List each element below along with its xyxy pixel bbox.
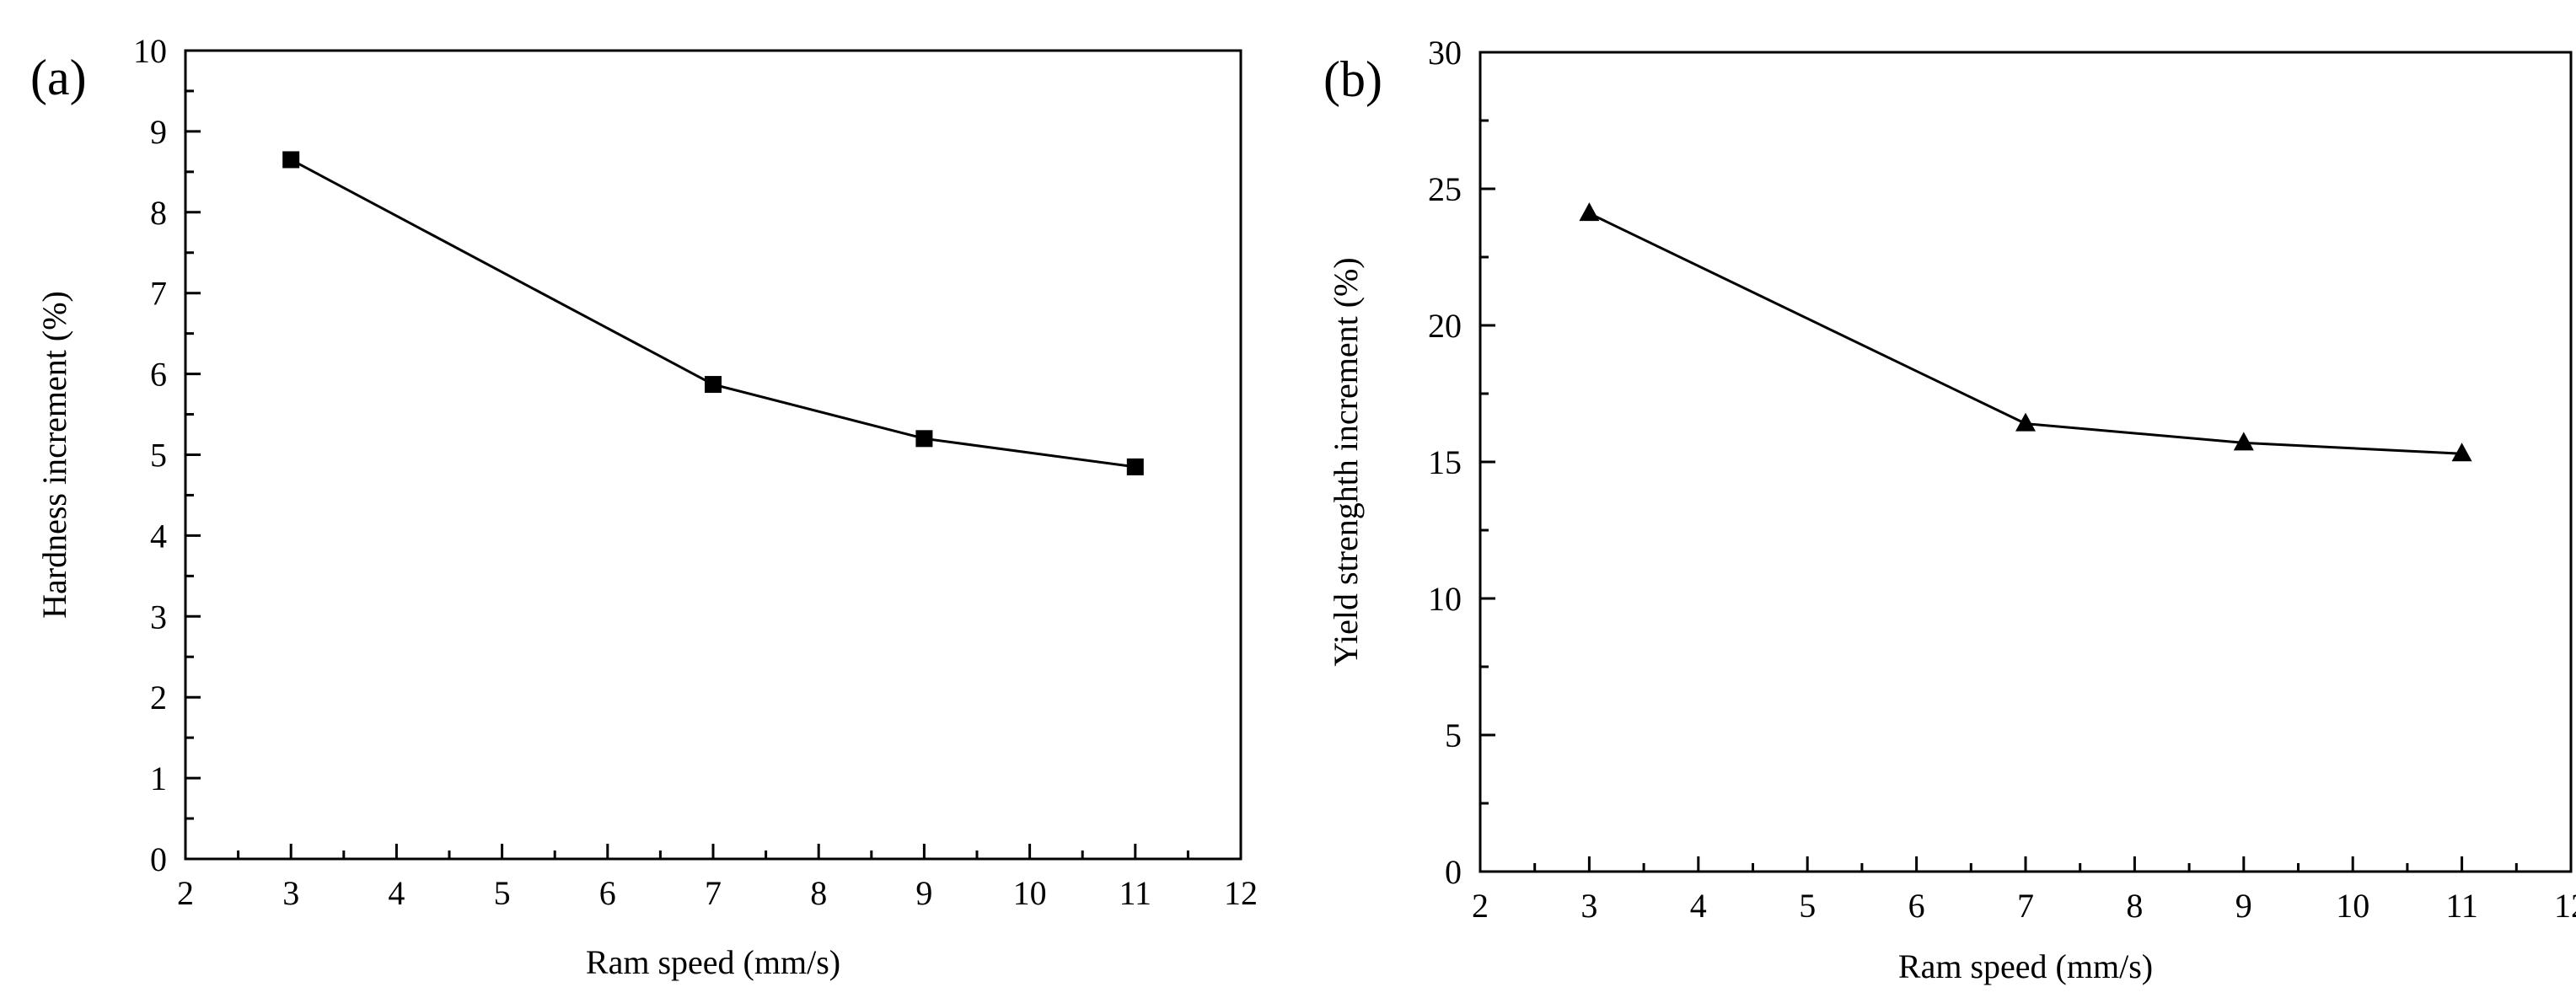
plot-frame [1479,51,2573,873]
x-tick-label: 10 [1013,874,1047,912]
panel-label: (a) [30,50,87,105]
x-tick-label: 9 [915,874,932,912]
y-tick-label: 4 [150,517,167,555]
y-tick-label: 2 [150,679,167,716]
x-tick-label: 4 [388,874,405,912]
y-tick-label: 15 [1428,443,1462,481]
x-tick-label: 6 [599,874,616,912]
x-tick-label: 3 [282,874,299,912]
x-tick-label: 11 [2445,887,2478,925]
y-tick-label: 9 [150,113,167,151]
chart-panel-b: 2 3 4 5 6 7 8 9 10 11 12 0 5 10 15 20 25 30 Ram speed (mm/… [1323,34,2576,985]
x-tick-label: 12 [2554,887,2576,925]
y-axis-title: Yield strenghth increment (%) [1327,257,1365,666]
x-axis-title: Ram speed (mm/s) [586,943,840,981]
x-tick-label: 3 [1580,887,1597,925]
y-tick-label: 1 [150,759,167,797]
y-axis-title: Hardness increment (%) [35,291,73,619]
x-tick-label: 8 [810,874,827,912]
x-tick-label: 7 [2017,887,2034,925]
x-tick-label: 11 [1119,874,1152,912]
data-point-square [282,151,300,169]
y-tick-label: 3 [150,598,167,636]
x-tick-label: 9 [2235,887,2252,925]
x-tick-label: 12 [1224,874,1258,912]
x-axis-title: Ram speed (mm/s) [1898,947,2153,985]
x-tick-label: 2 [1472,887,1489,925]
y-tick-label: 25 [1428,170,1462,208]
panel-label: (b) [1323,51,1382,107]
x-tick-label: 8 [2126,887,2143,925]
data-point-square [1126,458,1144,475]
y-tick-label: 5 [1445,716,1462,754]
data-point-square [915,430,933,448]
data-point-triangle [2015,412,2036,432]
x-tick-label: 5 [494,874,511,912]
y-tick-label: 10 [1428,580,1462,618]
data-point-square [705,376,722,394]
y-tick-label: 6 [150,356,167,394]
y-tick-label: 7 [150,275,167,313]
y-tick-label: 5 [150,437,167,475]
x-tick-label: 2 [177,874,194,912]
series-line [290,158,1135,469]
y-tick-label: 20 [1428,307,1462,345]
plot-frame [184,49,1242,861]
data-point-triangle [2233,432,2254,451]
data-point-triangle [1579,202,1600,222]
y-tick-label: 8 [150,194,167,232]
y-tick-label: 0 [1445,853,1462,891]
data-point-triangle [2451,443,2472,462]
x-tick-label: 6 [1908,887,1925,925]
x-tick-label: 7 [705,874,722,912]
series-line [1588,212,2462,455]
x-tick-label: 4 [1690,887,1707,925]
y-tick-label: 0 [150,840,167,878]
y-tick-label: 30 [1428,34,1462,72]
x-tick-label: 5 [1799,887,1816,925]
y-tick-label: 10 [133,32,167,70]
x-tick-label: 10 [2336,887,2369,925]
